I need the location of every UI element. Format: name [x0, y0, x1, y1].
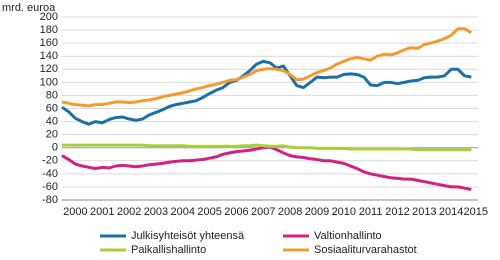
x-tick-label: 2013 [412, 206, 436, 218]
legend-label: Julkisyhteisöt yhteensä [131, 230, 245, 242]
y-tick-label: 0 [52, 142, 58, 154]
x-tick-label: 2010 [332, 206, 356, 218]
y-tick-label: 120 [40, 63, 58, 75]
y-axis-label: mrd. euroa [2, 2, 56, 14]
y-tick-label: 140 [40, 50, 58, 62]
y-tick-label: 60 [46, 102, 58, 114]
y-tick-label: 100 [40, 76, 58, 88]
y-tick-label: -20 [42, 155, 58, 167]
y-tick-label: 180 [40, 24, 58, 36]
y-tick-label: 40 [46, 115, 58, 127]
y-tick-label: 160 [40, 37, 58, 49]
x-tick-label: 2009 [305, 206, 329, 218]
legend-label: Sosiaaliturvarahastot [314, 244, 417, 256]
legend-label: Valtionhallinto [314, 230, 382, 242]
x-tick-label: 2011 [359, 206, 383, 218]
x-tick-label: 2012 [385, 206, 409, 218]
y-tick-label: 80 [46, 89, 58, 101]
series-line [62, 143, 472, 152]
x-tick-label: 2003 [144, 206, 168, 218]
y-tick-label: 20 [46, 129, 58, 141]
x-tick-label: 2015 [464, 206, 488, 218]
x-tick-label: 2000 [63, 206, 87, 218]
x-tick-label: 2005 [197, 206, 221, 218]
x-tick-label: 2014 [439, 206, 463, 218]
y-tick-label: 200 [40, 11, 58, 23]
x-tick-label: 2006 [224, 206, 248, 218]
x-tick-label: 2002 [117, 206, 141, 218]
x-tick-label: 2008 [278, 206, 302, 218]
legend-label: Paikallishallinto [131, 244, 206, 256]
y-tick-label: -80 [42, 194, 58, 206]
x-tick-label: 2001 [90, 206, 114, 218]
y-tick-label: -60 [42, 181, 58, 193]
x-tick-label: 2004 [171, 206, 195, 218]
series-line [61, 145, 472, 191]
y-tick-label: -40 [42, 168, 58, 180]
series-line [61, 59, 472, 126]
series-line [61, 27, 473, 108]
x-tick-label: 2007 [251, 206, 275, 218]
